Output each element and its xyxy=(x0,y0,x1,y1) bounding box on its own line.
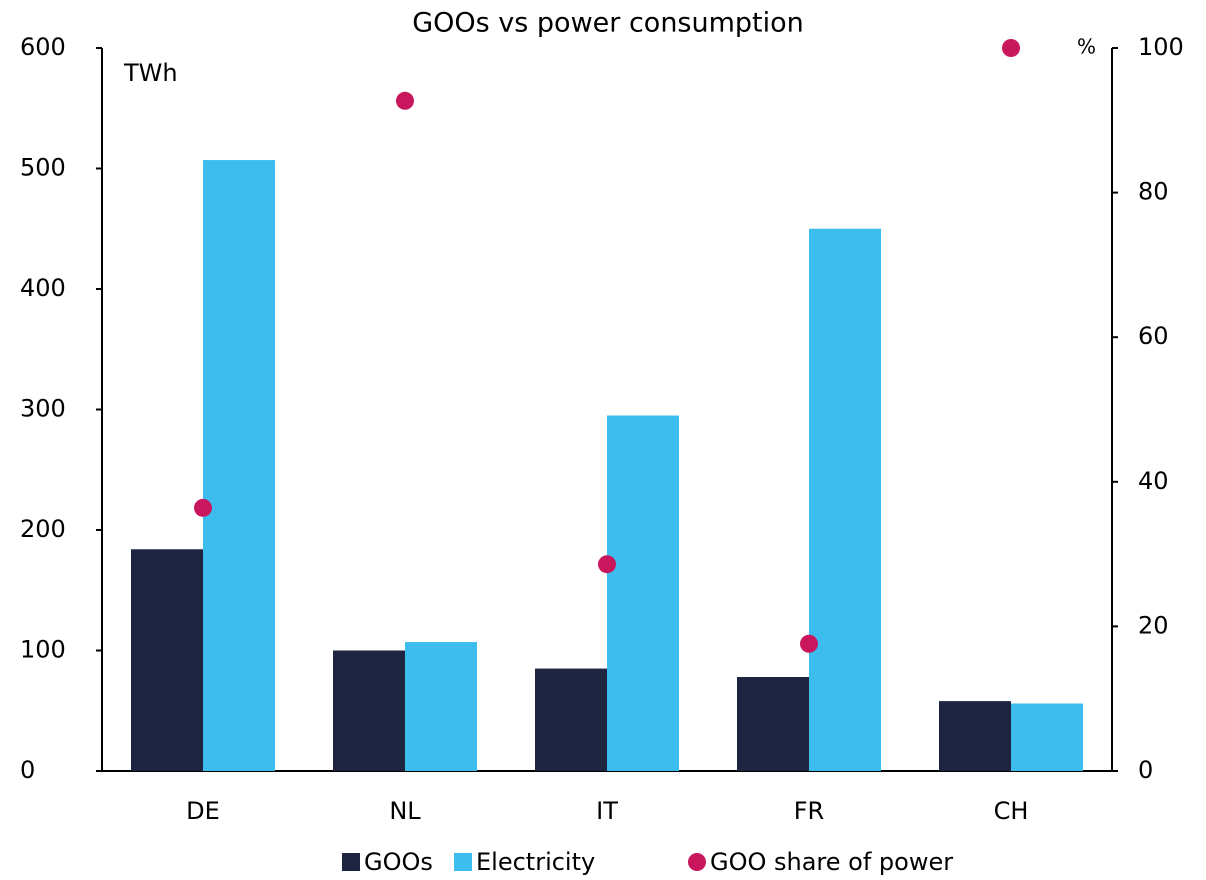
bar xyxy=(939,701,1011,771)
legend-label: GOO share of power xyxy=(710,848,953,876)
y-tick-label: 400 xyxy=(20,274,66,302)
y-tick-label: 600 xyxy=(20,33,66,61)
y2-tick-label: 20 xyxy=(1138,611,1169,639)
dot xyxy=(194,498,212,517)
bar xyxy=(405,642,477,771)
y-tick-label: 100 xyxy=(20,636,66,664)
legend-label: GOOs xyxy=(364,848,433,876)
legend-swatch xyxy=(342,853,360,871)
bar xyxy=(737,677,809,771)
x-tick-label: DE xyxy=(186,797,220,825)
y-tick-label: 300 xyxy=(20,395,66,423)
bar xyxy=(607,415,679,771)
y2-tick-label: 60 xyxy=(1138,322,1169,350)
x-tick-label: FR xyxy=(794,797,824,825)
dot xyxy=(396,91,414,110)
x-tick-label: IT xyxy=(596,797,618,825)
bar xyxy=(535,668,607,771)
dot xyxy=(598,555,616,574)
y2-tick-label: 0 xyxy=(1138,756,1153,784)
chart-title: GOOs vs power consumption xyxy=(412,8,804,39)
y2-tick-label: 40 xyxy=(1138,467,1169,495)
bar xyxy=(1011,703,1083,771)
legend-swatch xyxy=(688,853,706,871)
dot xyxy=(1002,39,1020,57)
bar xyxy=(333,650,405,771)
y-axis-label: TWh xyxy=(123,59,178,87)
y-tick-label: 200 xyxy=(20,515,66,543)
y2-tick-label: 100 xyxy=(1138,33,1184,61)
bar xyxy=(131,549,203,771)
x-tick-label: CH xyxy=(994,797,1029,825)
y2-tick-label: 80 xyxy=(1138,178,1169,206)
y-tick-label: 500 xyxy=(20,154,66,182)
y-tick-label: 0 xyxy=(20,756,35,784)
dot xyxy=(800,634,818,653)
x-tick-label: NL xyxy=(389,797,421,825)
y2-axis-label: % xyxy=(1077,35,1096,59)
bar xyxy=(203,160,275,771)
legend-label: Electricity xyxy=(476,848,595,876)
bar xyxy=(809,228,881,771)
legend-swatch xyxy=(454,853,472,871)
